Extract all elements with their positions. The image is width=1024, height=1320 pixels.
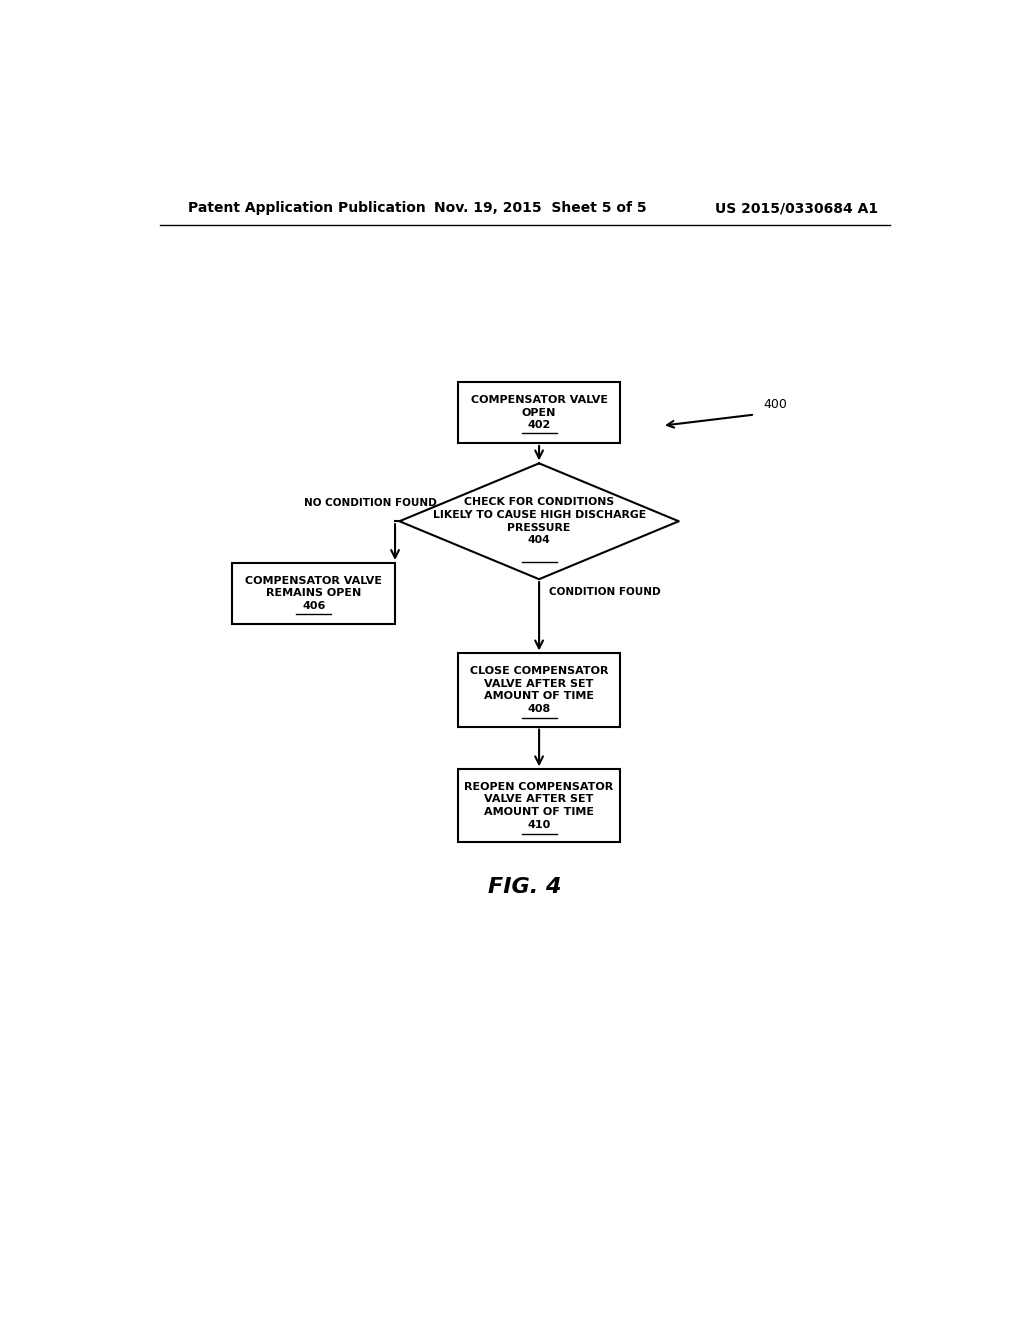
Text: Patent Application Publication: Patent Application Publication [187, 201, 425, 215]
Text: COMPENSATOR VALVE
OPEN
402: COMPENSATOR VALVE OPEN 402 [471, 395, 607, 430]
Text: CONDITION FOUND: CONDITION FOUND [549, 587, 660, 598]
Text: US 2015/0330684 A1: US 2015/0330684 A1 [715, 201, 879, 215]
Bar [458, 381, 621, 444]
Text: FIG. 4: FIG. 4 [488, 878, 561, 898]
Bar [458, 770, 621, 842]
Text: NO CONDITION FOUND: NO CONDITION FOUND [304, 498, 437, 508]
Bar [458, 653, 621, 726]
Text: 400: 400 [763, 397, 786, 411]
Bar [232, 562, 395, 624]
Text: Nov. 19, 2015  Sheet 5 of 5: Nov. 19, 2015 Sheet 5 of 5 [433, 201, 646, 215]
Text: CLOSE COMPENSATOR
VALVE AFTER SET
AMOUNT OF TIME
408: CLOSE COMPENSATOR VALVE AFTER SET AMOUNT… [470, 665, 608, 714]
Text: COMPENSATOR VALVE
REMAINS OPEN
406: COMPENSATOR VALVE REMAINS OPEN 406 [245, 576, 382, 611]
Text: CHECK FOR CONDITIONS
LIKELY TO CAUSE HIGH DISCHARGE
PRESSURE
404: CHECK FOR CONDITIONS LIKELY TO CAUSE HIG… [432, 498, 646, 545]
Text: REOPEN COMPENSATOR
VALVE AFTER SET
AMOUNT OF TIME
410: REOPEN COMPENSATOR VALVE AFTER SET AMOUN… [465, 781, 613, 830]
